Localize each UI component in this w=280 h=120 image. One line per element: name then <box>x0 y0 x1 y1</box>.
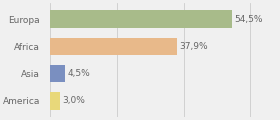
Text: 37,9%: 37,9% <box>179 42 208 51</box>
Bar <box>50 10 232 28</box>
Bar <box>50 92 60 110</box>
Text: 4,5%: 4,5% <box>67 69 90 78</box>
Bar <box>50 38 177 55</box>
Text: 54,5%: 54,5% <box>235 15 263 24</box>
Bar <box>50 65 65 82</box>
Text: 3,0%: 3,0% <box>62 96 85 105</box>
